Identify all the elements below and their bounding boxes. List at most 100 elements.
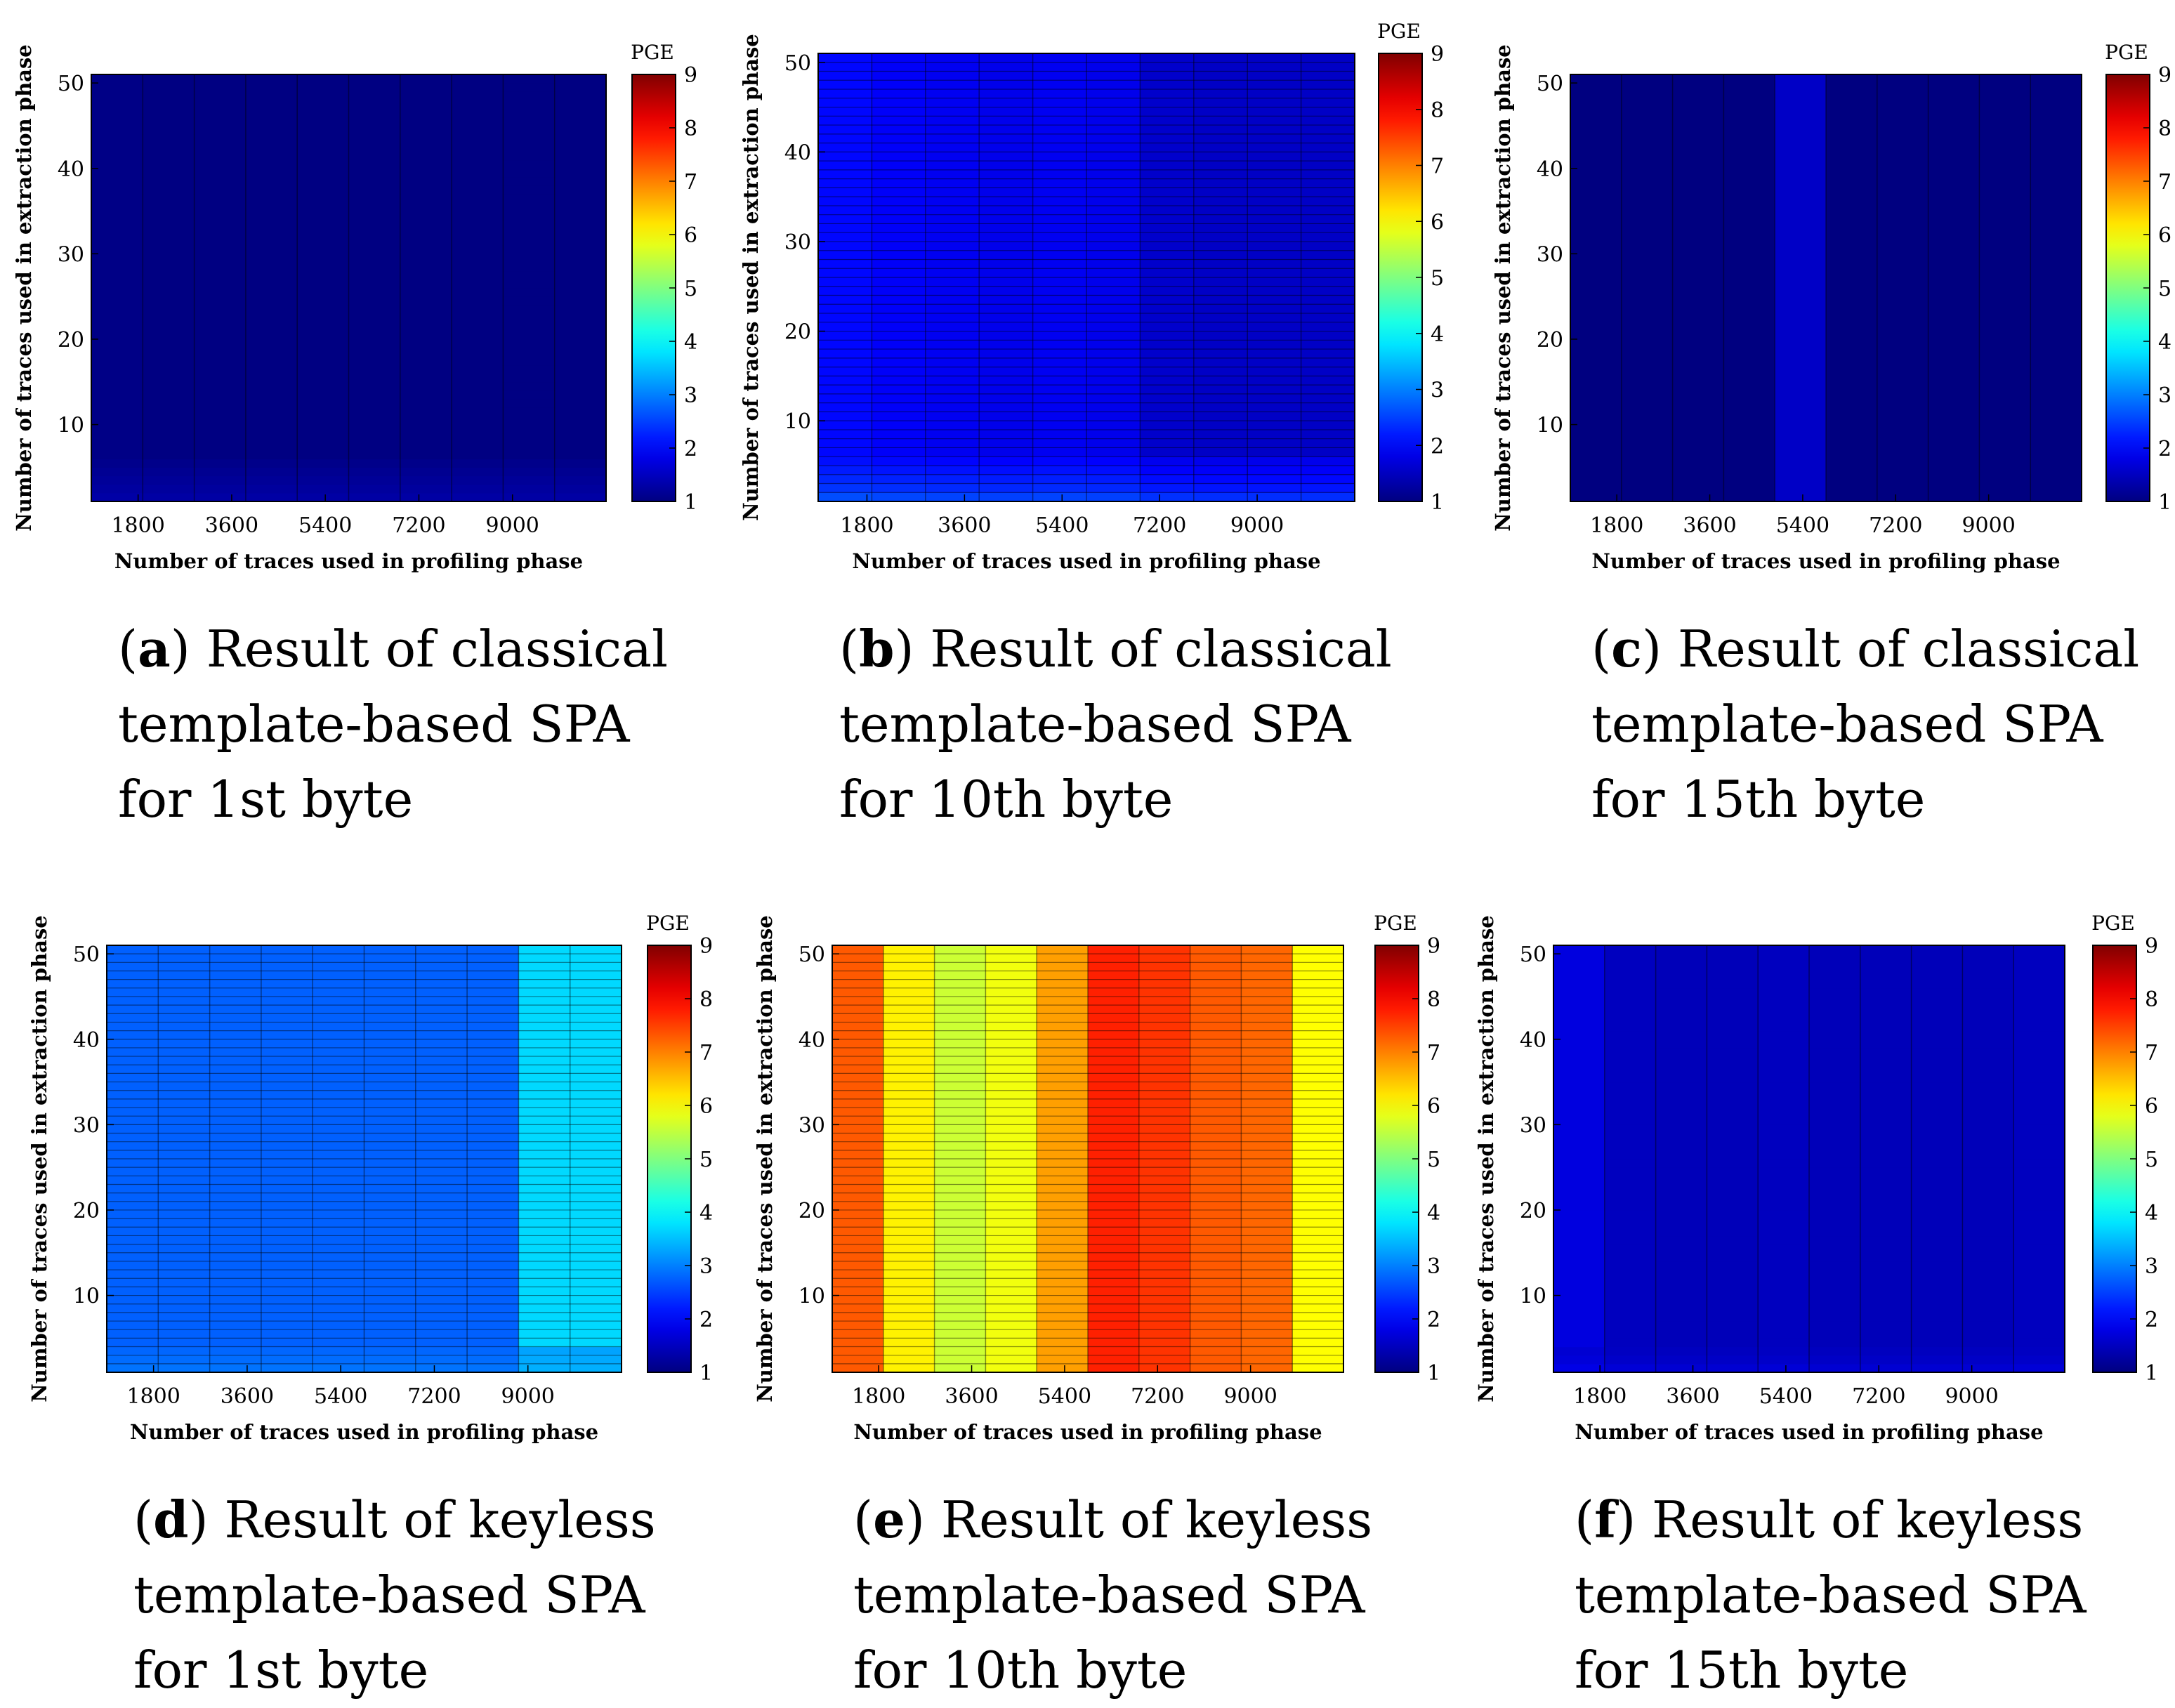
- heatmap-cell: [818, 250, 872, 261]
- caption-line: for 1st byte: [118, 770, 414, 829]
- heatmap-cell: [503, 416, 556, 426]
- heatmap-cell: [1088, 1312, 1140, 1322]
- heatmap-cell: [934, 971, 986, 980]
- heatmap-cell: [1292, 1329, 1344, 1339]
- heatmap-cell: [872, 331, 926, 341]
- heatmap-cell: [1758, 1013, 1810, 1023]
- heatmap-cell: [313, 1167, 365, 1176]
- heatmap-cell: [143, 202, 195, 212]
- heatmap-cell: [297, 202, 350, 212]
- heatmap-cell: [261, 1261, 313, 1270]
- heatmap-cell: [934, 1013, 986, 1023]
- heatmap-cell: [2030, 168, 2082, 178]
- heatmap-cell: [1190, 1329, 1242, 1339]
- heatmap-cell: [554, 219, 607, 229]
- heatmap-cell: [1138, 1270, 1191, 1279]
- heatmap-cell: [1707, 945, 1759, 954]
- heatmap-cell: [313, 1098, 365, 1108]
- heatmap-cell: [2030, 202, 2082, 212]
- heatmap-cell: [503, 134, 556, 143]
- heatmap-cell: [1138, 1133, 1191, 1143]
- heatmap-cell: [91, 219, 143, 229]
- heatmap-cell: [245, 305, 298, 315]
- heatmap-cell: [1877, 322, 1929, 331]
- heatmap-cell: [1553, 971, 1605, 980]
- heatmap-cell: [1655, 1244, 1707, 1254]
- heatmap-cell: [1655, 1090, 1707, 1100]
- heatmap-cell: [364, 1133, 416, 1143]
- heatmap-cell: [467, 1167, 519, 1176]
- heatmap-cell: [1190, 954, 1242, 963]
- heatmap-cell: [1860, 1176, 1912, 1185]
- heatmap-cell: [1301, 447, 1355, 457]
- heatmap-cell: [1758, 945, 1810, 954]
- heatmap-cell: [1086, 331, 1141, 341]
- heatmap-cell: [1190, 987, 1242, 997]
- heatmap-cell: [985, 1295, 1037, 1305]
- heatmap-cell: [245, 322, 298, 331]
- heatmap-cell: [518, 1150, 571, 1160]
- heatmap-cell: [570, 1287, 622, 1296]
- heatmap-cell: [245, 237, 298, 246]
- heatmap-cell: [1190, 1056, 1242, 1065]
- heatmap-cell: [883, 1363, 935, 1373]
- colorbar: [2105, 74, 2150, 502]
- x-tick-label: 5400: [1035, 513, 1089, 538]
- heatmap-cell: [925, 80, 980, 90]
- heatmap-cell: [925, 98, 980, 108]
- heatmap-cell: [1979, 159, 2031, 169]
- heatmap-cell: [400, 399, 452, 408]
- heatmap-cell: [1655, 1133, 1707, 1143]
- heatmap-cell: [313, 1321, 365, 1330]
- heatmap-cell: [518, 1278, 571, 1287]
- heatmap-cell: [297, 416, 350, 426]
- heatmap-cell: [1190, 1133, 1242, 1143]
- heatmap-cell: [925, 178, 980, 188]
- heatmap-cell: [1775, 262, 1827, 272]
- heatmap-cell: [872, 429, 926, 440]
- heatmap-cell: [1190, 1295, 1242, 1305]
- heatmap-cell: [1553, 1133, 1605, 1143]
- heatmap-cell: [2030, 288, 2082, 297]
- heatmap-cell: [143, 364, 195, 374]
- heatmap-cell: [1570, 159, 1622, 169]
- heatmap-cell: [570, 1346, 622, 1356]
- heatmap-cell: [1193, 456, 1248, 466]
- heatmap-cell: [1138, 1124, 1191, 1134]
- heatmap-cell: [883, 1303, 935, 1313]
- heatmap-cell: [1723, 450, 1775, 459]
- heatmap-cell: [194, 194, 247, 203]
- heatmap-cell: [1301, 456, 1355, 466]
- caption-label: e: [873, 1490, 905, 1549]
- heatmap-cell: [1877, 228, 1929, 237]
- heatmap-cell: [1860, 1270, 1912, 1279]
- heatmap-cell: [209, 962, 262, 972]
- heatmap-cell: [194, 475, 247, 485]
- heatmap-cell: [1672, 91, 1724, 101]
- heatmap-cell: [925, 376, 980, 386]
- heatmap-cell: [2013, 1227, 2065, 1237]
- x-tick-label: 9000: [1945, 1384, 1998, 1409]
- heatmap-cell: [554, 373, 607, 383]
- heatmap-cell: [1758, 1098, 1810, 1108]
- heatmap-cell: [1672, 176, 1724, 186]
- heatmap-cell: [209, 1098, 262, 1108]
- heatmap-cell: [1621, 176, 1674, 186]
- heatmap-cell: [1553, 1252, 1605, 1262]
- heatmap-cell: [2030, 237, 2082, 246]
- heatmap-cell: [570, 1329, 622, 1339]
- heatmap-cell: [1247, 295, 1302, 305]
- heatmap-cell: [1604, 1108, 1657, 1117]
- heatmap-cell: [818, 53, 872, 63]
- heatmap-cell: [832, 1346, 884, 1356]
- heatmap-cell: [1775, 373, 1827, 383]
- heatmap-cell: [1138, 996, 1191, 1006]
- heatmap-cell: [1193, 304, 1248, 314]
- heatmap-cell: [91, 450, 143, 459]
- heatmap-cell: [1621, 143, 1674, 152]
- heatmap-cell: [297, 237, 350, 246]
- x-tick-label: 1800: [852, 1384, 905, 1409]
- heatmap-cell: [245, 176, 298, 186]
- heatmap-cell: [832, 1261, 884, 1270]
- heatmap-cell: [1292, 1295, 1344, 1305]
